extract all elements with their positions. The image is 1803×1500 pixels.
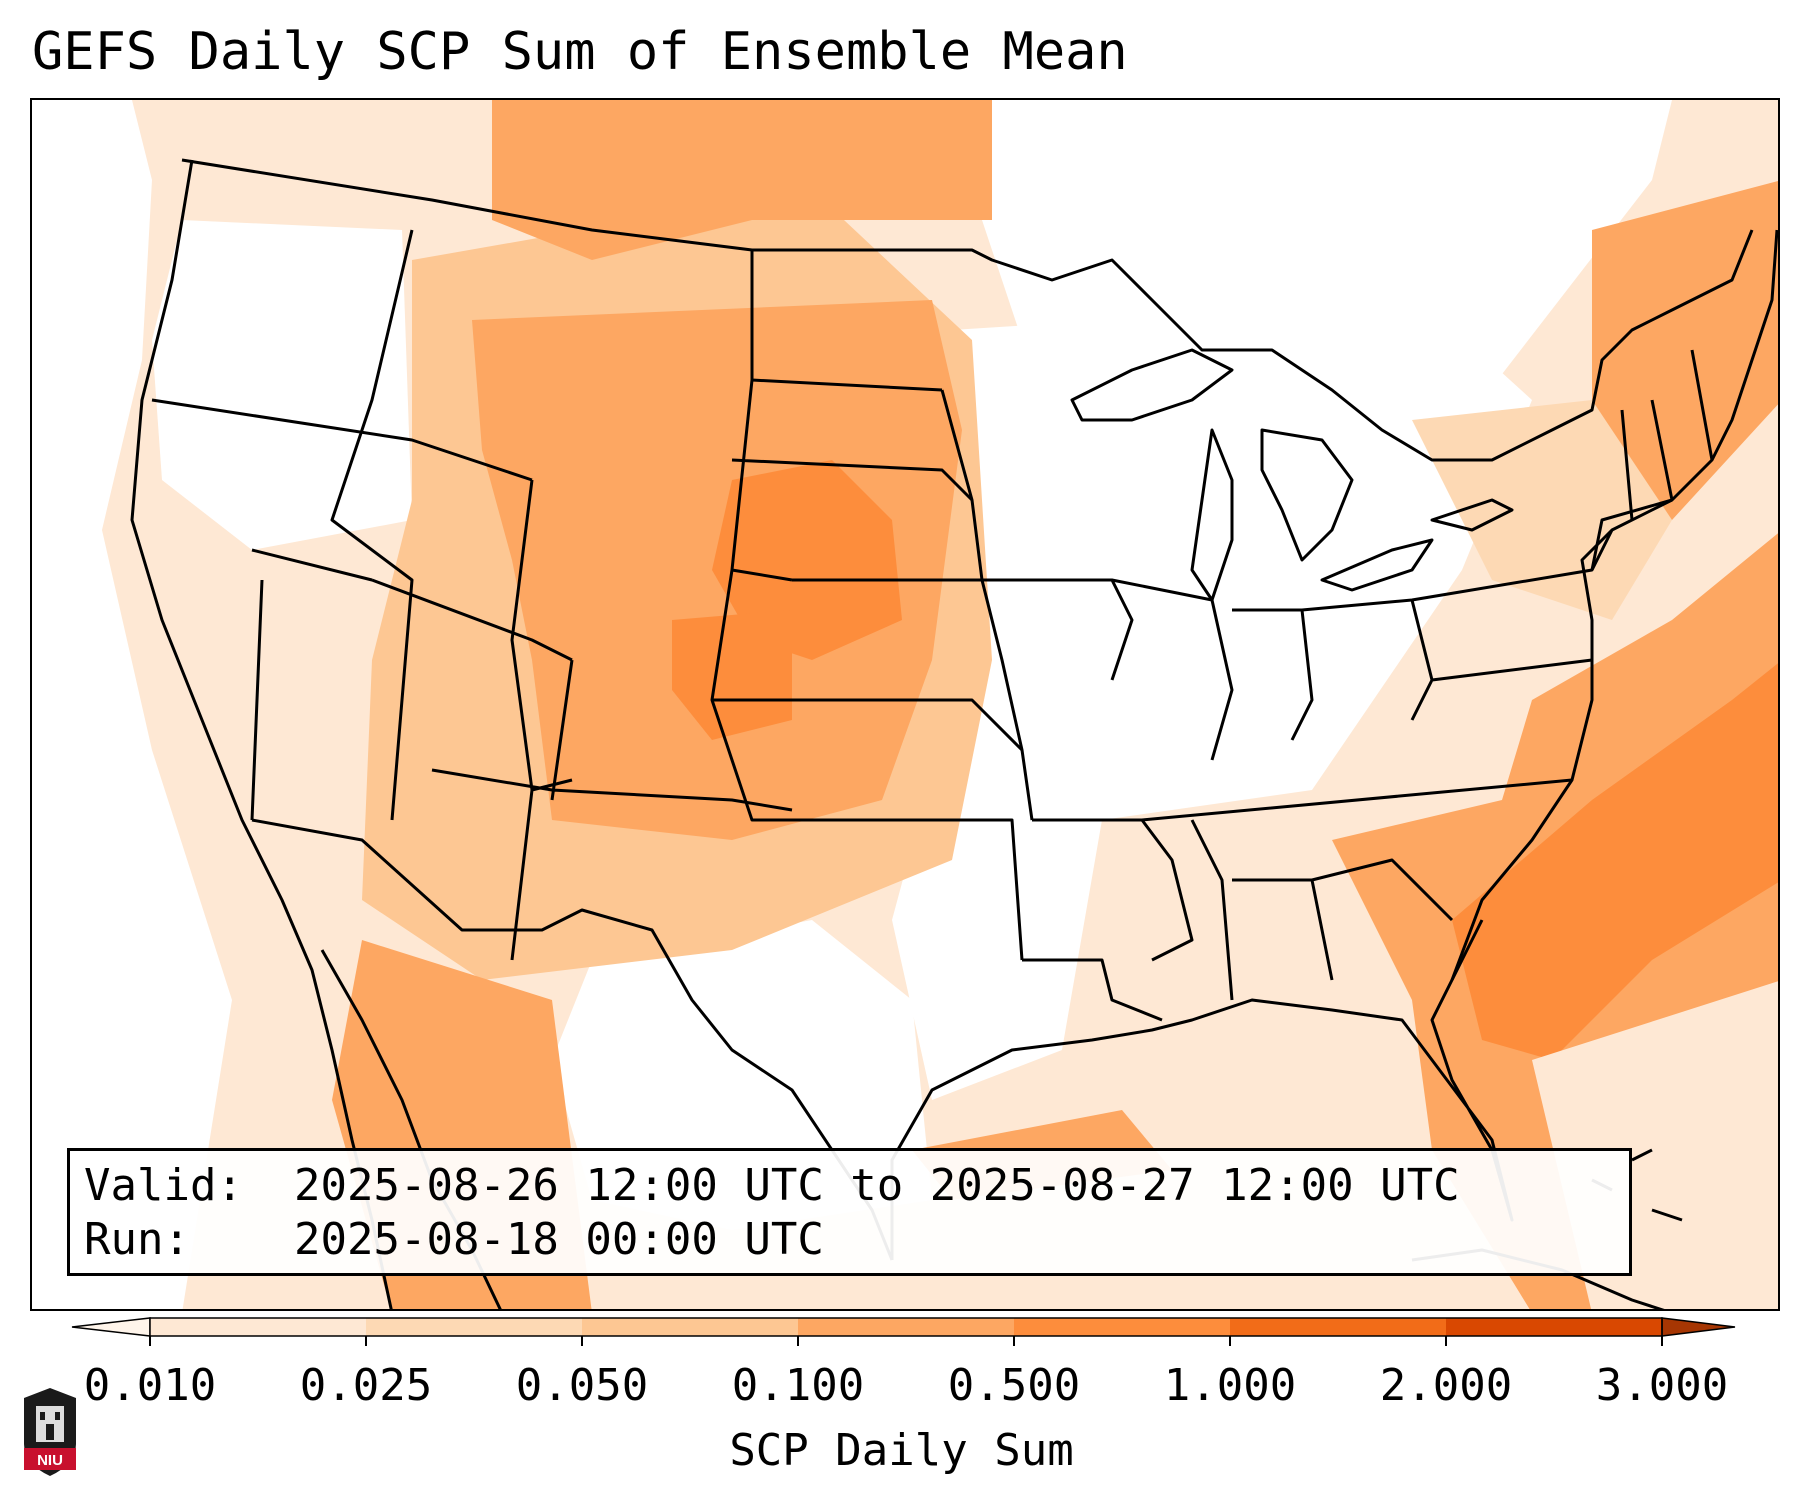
tick-label-4: 0.500 (947, 1360, 1081, 1411)
tick-label-3: 0.100 (731, 1360, 865, 1411)
lake-superior (1070, 348, 1234, 422)
colorbar-segment-1 (366, 1318, 582, 1336)
run-label: Run: (84, 1214, 190, 1265)
map-canvas (102, 100, 1778, 1309)
gulf-coast (890, 919, 1514, 1260)
validity-annotation: Valid: 2025-08-26 12:00 UTC to 2025-08-27… (67, 1148, 1632, 1276)
bahamas-3 (1631, 1148, 1653, 1162)
svg-text:NIU: NIU (37, 1452, 63, 1469)
colorbar (71, 1317, 1736, 1346)
colorbar-outline (149, 1317, 1663, 1337)
colorbar-segment-6 (1446, 1318, 1662, 1336)
shading-orange-montana (492, 100, 992, 260)
scp-shading (102, 100, 1778, 1309)
tick-label-1: 0.025 (299, 1360, 433, 1411)
shading-dark-colorado (672, 610, 792, 740)
shading-orange-newengland (1592, 181, 1778, 520)
tick-label-0: 0.010 (83, 1360, 217, 1411)
state-lines-central (940, 389, 1194, 1022)
valid-label: Valid: (84, 1160, 243, 1211)
us-canada-border (181, 158, 1754, 462)
tick-label-6: 2.000 (1379, 1360, 1513, 1411)
colorbar-label: SCP Daily Sum (729, 1425, 1074, 1476)
state-lines-west (151, 229, 793, 961)
lake-erie (1320, 538, 1434, 592)
state-lines-northeast (1590, 349, 1714, 571)
lake-ontario (1430, 498, 1514, 532)
valid-value: 2025-08-26 12:00 UTC to 2025-08-27 12:00… (294, 1160, 1460, 1211)
colorbar-ticks (149, 1336, 1663, 1346)
shading-dark-atlantic (1452, 663, 1778, 1060)
shading-white-midwest (892, 300, 1532, 1100)
colorbar-extend-high (1661, 1317, 1736, 1337)
colorbar-extend-low (71, 1317, 151, 1337)
map-panel (30, 98, 1780, 1311)
shading-dark-kansas (712, 460, 902, 660)
lake-huron (1260, 428, 1354, 562)
colorbar-segment-0 (150, 1318, 366, 1336)
chart-title: GEFS Daily SCP Sum of Ensemble Mean (32, 22, 1128, 82)
state-lines-plains (710, 250, 1024, 961)
tick-label-2: 0.050 (515, 1360, 649, 1411)
shading-light-northeast (1412, 400, 1672, 620)
west-coast (130, 159, 393, 1309)
shading-white-canada (982, 100, 1672, 400)
tick-label-5: 1.000 (1163, 1360, 1297, 1411)
tick-label-7: 3.000 (1595, 1360, 1729, 1411)
bahamas-2 (1651, 1208, 1683, 1222)
colorbar-segment-3 (798, 1318, 1014, 1336)
colorbar-segment-2 (582, 1318, 798, 1336)
run-value: 2025-08-18 00:00 UTC (294, 1214, 824, 1265)
shading-white-pacnw (152, 220, 412, 550)
colorbar-segment-4 (1014, 1318, 1230, 1336)
niu-logo-icon: NIU (24, 1388, 76, 1476)
colorbar-segment-5 (1230, 1318, 1446, 1336)
colorbar-segments (71, 1317, 1736, 1337)
